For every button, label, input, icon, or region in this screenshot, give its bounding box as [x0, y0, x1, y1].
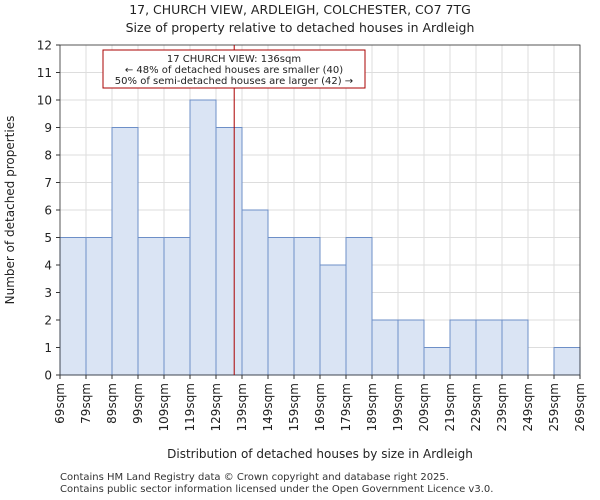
bars: [59, 99, 581, 376]
x-tick-label: 89sqm: [105, 383, 119, 424]
annotation-line-2: ← 48% of detached houses are smaller (40…: [125, 65, 343, 76]
x-tick-label: 169sqm: [313, 383, 327, 431]
y-tick-label: 11: [37, 66, 52, 80]
bar: [501, 319, 529, 376]
footer-line-1: Contains HM Land Registry data © Crown c…: [60, 472, 449, 483]
x-tick-label: 139sqm: [235, 383, 249, 431]
bar: [59, 237, 87, 376]
y-tick-label: 1: [44, 341, 52, 355]
x-tick-label: 69sqm: [53, 383, 67, 424]
y-tick-label: 9: [44, 121, 52, 135]
x-tick-label: 269sqm: [573, 383, 587, 431]
x-axis-ticks: 69sqm 79sqm 89sqm 99sqm 109sqm 119sqm 129sqm 13…: [53, 375, 587, 431]
x-tick-label: 209sqm: [417, 383, 431, 431]
y-tick-label: 2: [44, 314, 52, 328]
x-tick-label: 219sqm: [443, 383, 457, 431]
x-axis-label: Distribution of detached houses by size …: [167, 447, 473, 461]
y-tick-label: 5: [44, 231, 52, 245]
bar: [553, 347, 581, 376]
chart-title: 17, CHURCH VIEW, ARDLEIGH, COLCHESTER, C…: [129, 2, 471, 17]
bar: [423, 347, 451, 376]
x-tick-label: 239sqm: [495, 383, 509, 431]
plot-frame: [59, 44, 581, 376]
x-tick-label: 99sqm: [131, 383, 145, 424]
y-tick-label: 10: [37, 94, 52, 108]
bar: [85, 237, 113, 376]
x-tick-label: 129sqm: [209, 383, 223, 431]
y-tick-label: 4: [44, 259, 52, 273]
x-tick-label: 119sqm: [183, 383, 197, 431]
y-tick-label: 7: [44, 176, 52, 190]
x-tick-label: 259sqm: [547, 383, 561, 431]
bar: [111, 127, 139, 376]
bar: [319, 264, 347, 376]
bar: [189, 99, 217, 376]
x-tick-label: 109sqm: [157, 383, 171, 431]
y-tick-label: 0: [44, 369, 52, 383]
bar: [137, 237, 165, 376]
bar: [345, 237, 373, 376]
y-axis-label: Number of detached properties: [3, 116, 17, 305]
bar: [241, 209, 269, 376]
y-tick-label: 12: [37, 39, 52, 53]
annotation-line-3: 50% of semi-detached houses are larger (…: [115, 76, 353, 87]
bar: [163, 237, 191, 376]
y-tick-label: 8: [44, 149, 52, 163]
footer-line-2: Contains public sector information licen…: [60, 484, 494, 495]
bar: [293, 237, 321, 376]
annotation-line-1: 17 CHURCH VIEW: 136sqm: [167, 54, 301, 65]
x-tick-label: 249sqm: [521, 383, 535, 431]
annotation-box: [102, 49, 366, 89]
bar: [397, 319, 425, 376]
bar: [449, 319, 477, 376]
x-tick-label: 79sqm: [79, 383, 93, 424]
y-tick-label: 6: [44, 204, 52, 218]
x-tick-label: 189sqm: [365, 383, 379, 431]
bar: [267, 237, 295, 376]
bar: [475, 319, 503, 376]
chart-subtitle: Size of property relative to detached ho…: [125, 20, 475, 35]
x-tick-label: 199sqm: [391, 383, 405, 431]
bar: [215, 127, 243, 376]
x-tick-label: 149sqm: [261, 383, 275, 431]
y-tick-label: 3: [44, 286, 52, 300]
bar: [371, 319, 399, 376]
x-tick-label: 229sqm: [469, 383, 483, 431]
x-tick-label: 159sqm: [287, 383, 301, 431]
x-tick-label: 179sqm: [339, 383, 353, 431]
